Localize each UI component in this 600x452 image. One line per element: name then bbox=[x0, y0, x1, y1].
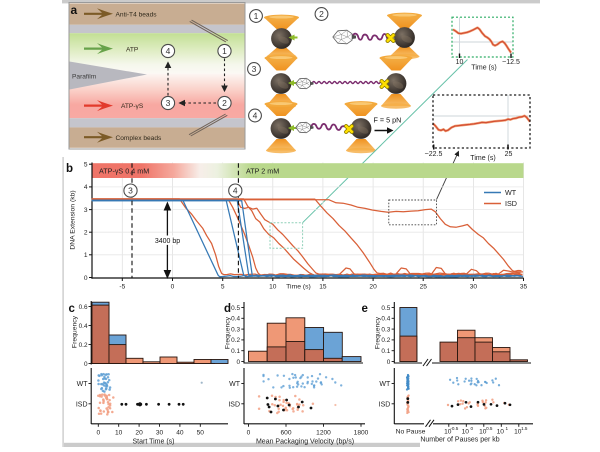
svg-text:10: 10 bbox=[462, 429, 470, 436]
svg-text:0.2: 0.2 bbox=[79, 342, 88, 349]
svg-text:0: 0 bbox=[387, 359, 391, 366]
svg-text:1200: 1200 bbox=[316, 430, 331, 437]
svg-text:Mean Packaging Velocity (bp/s): Mean Packaging Velocity (bp/s) bbox=[256, 439, 354, 446]
svg-text:2: 2 bbox=[84, 230, 88, 237]
svg-text:0.6: 0.6 bbox=[79, 304, 88, 311]
svg-text:3: 3 bbox=[166, 98, 171, 108]
svg-text:0.5: 0.5 bbox=[381, 305, 390, 312]
svg-text:WT: WT bbox=[505, 188, 517, 197]
svg-text:F = 5 pN: F = 5 pN bbox=[374, 116, 402, 125]
svg-text:Frequency: Frequency bbox=[375, 316, 382, 349]
svg-text:3: 3 bbox=[128, 186, 133, 196]
svg-text:d: d bbox=[224, 303, 231, 315]
svg-text:30: 30 bbox=[156, 430, 164, 437]
svg-text:3: 3 bbox=[252, 64, 257, 74]
svg-text:25: 25 bbox=[505, 151, 513, 158]
svg-text:30: 30 bbox=[470, 284, 478, 291]
svg-text:0: 0 bbox=[471, 426, 474, 431]
svg-text:4: 4 bbox=[84, 184, 88, 191]
svg-text:ISD: ISD bbox=[228, 401, 240, 408]
svg-text:0.5: 0.5 bbox=[486, 426, 493, 431]
svg-text:Parafilm: Parafilm bbox=[72, 73, 97, 80]
svg-text:0: 0 bbox=[236, 359, 240, 366]
svg-text:ATP 2 mM: ATP 2 mM bbox=[246, 167, 279, 176]
svg-text:~22.5: ~22.5 bbox=[425, 151, 443, 158]
svg-text:1: 1 bbox=[222, 46, 227, 56]
svg-text:0: 0 bbox=[84, 361, 88, 368]
svg-text:10: 10 bbox=[444, 429, 452, 436]
svg-text:DNA Extension (kb): DNA Extension (kb) bbox=[70, 190, 77, 249]
svg-text:0: 0 bbox=[96, 430, 100, 437]
svg-text:5: 5 bbox=[84, 162, 88, 169]
svg-text:Time (s): Time (s) bbox=[286, 284, 311, 291]
svg-text:0.3: 0.3 bbox=[231, 326, 240, 333]
svg-text:4: 4 bbox=[233, 186, 238, 196]
svg-text:Complex beads: Complex beads bbox=[116, 135, 163, 142]
svg-text:3400 bp: 3400 bp bbox=[155, 238, 180, 245]
svg-text:20: 20 bbox=[135, 430, 143, 437]
svg-text:1800: 1800 bbox=[354, 430, 369, 437]
svg-text:ISD: ISD bbox=[76, 401, 88, 408]
svg-text:Time (s): Time (s) bbox=[470, 155, 495, 162]
svg-text:50: 50 bbox=[197, 430, 205, 437]
svg-text:Start Time (s): Start Time (s) bbox=[132, 439, 174, 446]
svg-text:b: b bbox=[66, 163, 73, 175]
svg-text:Frequency: Frequency bbox=[225, 316, 232, 349]
svg-text:20: 20 bbox=[369, 284, 377, 291]
svg-text:ATP-γS: ATP-γS bbox=[121, 103, 144, 110]
svg-text:ATP: ATP bbox=[126, 46, 139, 53]
svg-text:-5: -5 bbox=[119, 284, 125, 291]
svg-text:2: 2 bbox=[222, 98, 227, 108]
svg-text:15: 15 bbox=[319, 284, 327, 291]
svg-text:ISD: ISD bbox=[379, 401, 391, 408]
svg-text:0.1: 0.1 bbox=[381, 348, 390, 355]
svg-text:0: 0 bbox=[84, 275, 88, 282]
svg-text:10: 10 bbox=[497, 429, 505, 436]
svg-text:600: 600 bbox=[280, 430, 291, 437]
svg-text:10: 10 bbox=[479, 429, 487, 436]
svg-text:0.4: 0.4 bbox=[381, 316, 390, 323]
svg-text:40: 40 bbox=[176, 430, 184, 437]
svg-text:0.4: 0.4 bbox=[79, 323, 88, 330]
svg-text:2: 2 bbox=[319, 9, 324, 19]
svg-text:4: 4 bbox=[253, 111, 258, 121]
svg-text:ATP-γS 0.4 mM: ATP-γS 0.4 mM bbox=[99, 167, 149, 176]
svg-text:0.2: 0.2 bbox=[231, 337, 240, 344]
svg-text:5: 5 bbox=[221, 284, 225, 291]
svg-text:Time (s): Time (s) bbox=[471, 65, 496, 72]
svg-text:10: 10 bbox=[456, 59, 464, 66]
svg-text:10: 10 bbox=[115, 430, 123, 437]
svg-text:10: 10 bbox=[514, 429, 522, 436]
svg-text:~12.5: ~12.5 bbox=[502, 59, 520, 66]
svg-text:0.3: 0.3 bbox=[381, 326, 390, 333]
svg-text:WT: WT bbox=[379, 381, 391, 388]
svg-text:Anti-T4 beads: Anti-T4 beads bbox=[116, 11, 158, 18]
svg-text:3: 3 bbox=[84, 207, 88, 214]
svg-text:Number of Pauses per kb: Number of Pauses per kb bbox=[420, 437, 499, 444]
svg-text:0.5: 0.5 bbox=[231, 305, 240, 312]
svg-text:35: 35 bbox=[520, 284, 528, 291]
svg-text:1: 1 bbox=[254, 11, 259, 21]
svg-text:1: 1 bbox=[506, 426, 509, 431]
svg-text:e: e bbox=[362, 303, 368, 315]
svg-text:a: a bbox=[71, 3, 78, 17]
svg-text:No Pause: No Pause bbox=[396, 429, 426, 436]
svg-text:ISD: ISD bbox=[505, 199, 517, 208]
svg-text:25: 25 bbox=[420, 284, 428, 291]
svg-text:4: 4 bbox=[166, 46, 171, 56]
svg-text:1.5: 1.5 bbox=[521, 426, 528, 431]
svg-text:0: 0 bbox=[247, 430, 251, 437]
svg-text:0.2: 0.2 bbox=[381, 337, 390, 344]
svg-text:-0.5: -0.5 bbox=[450, 426, 458, 431]
svg-text:0.1: 0.1 bbox=[231, 348, 240, 355]
svg-text:0.4: 0.4 bbox=[231, 316, 240, 323]
svg-text:1: 1 bbox=[84, 252, 88, 259]
svg-text:10: 10 bbox=[269, 284, 277, 291]
svg-text:WT: WT bbox=[229, 381, 241, 388]
svg-text:Frequency: Frequency bbox=[72, 315, 79, 348]
svg-text:WT: WT bbox=[77, 381, 89, 388]
svg-text:0: 0 bbox=[171, 284, 175, 291]
svg-text:c: c bbox=[69, 303, 76, 315]
